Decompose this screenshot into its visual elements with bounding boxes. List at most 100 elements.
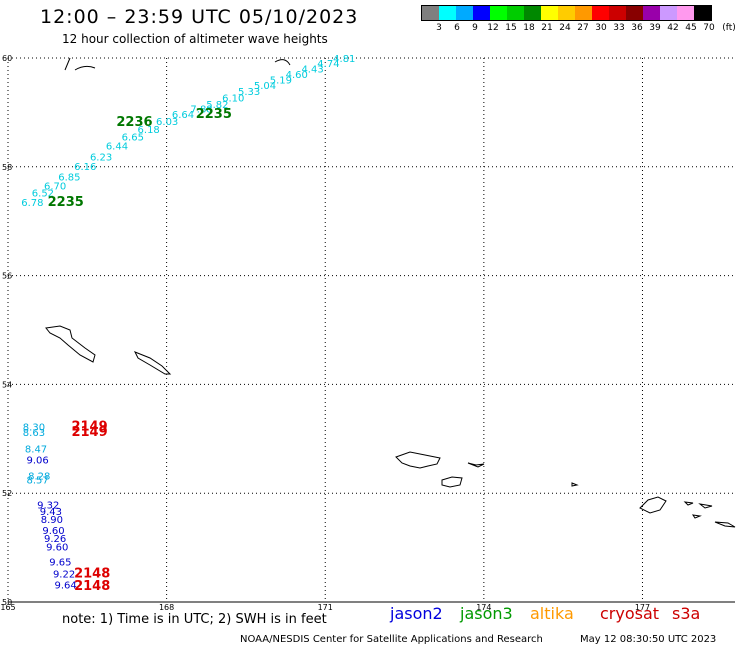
wave-height-value: 8.90 <box>41 515 63 526</box>
legend-swatch <box>524 6 541 20</box>
legend-swatch <box>422 6 439 20</box>
pass-time-label: 2148 <box>74 579 110 594</box>
island-small1 <box>467 462 485 468</box>
map-title: 12:00 – 23:59 UTC 05/10/2023 <box>40 6 359 28</box>
legend-tick: 9 <box>472 23 478 33</box>
wave-height-value: 5.82 <box>206 100 228 111</box>
wave-height-value: 9.60 <box>46 542 68 553</box>
legend-tick: 33 <box>613 23 625 33</box>
legend-swatch <box>694 6 711 20</box>
wave-height-value: 9.32 <box>37 500 59 511</box>
wave-height-value: 9.26 <box>44 534 66 545</box>
island-kiska <box>639 496 667 514</box>
legend-swatch <box>507 6 524 20</box>
wave-height-value: 6.85 <box>58 172 80 183</box>
wave-height-value: 5.19 <box>270 76 292 87</box>
wave-height-value: 6.52 <box>32 189 54 200</box>
legend-tick: 6 <box>454 23 460 33</box>
wave-height-value: 8.57 <box>27 475 49 486</box>
legend-tick: 24 <box>559 23 571 33</box>
island-rat2 <box>691 514 736 528</box>
wave-height-value: 9.60 <box>42 526 64 537</box>
wave-height-value: 9.65 <box>49 558 71 569</box>
legend-ticks: 3 6 9 12 15 18 21 24 27 30 33 36 39 42 45 70 (ft) <box>421 21 736 33</box>
wave-height-value: 6.70 <box>44 182 66 193</box>
legend-tick: 21 <box>541 23 553 33</box>
satellite-cryosat: cryosat <box>600 604 660 623</box>
pass-time-label: 2149 <box>71 420 107 435</box>
wave-height-value: 9.06 <box>27 455 49 466</box>
legend-swatch <box>575 6 592 20</box>
wave-height-value: 9.43 <box>40 507 62 518</box>
satellite-jason3: jason3 <box>460 604 513 623</box>
legend-tick: 45 <box>685 23 697 33</box>
lon-label: 177 <box>635 603 650 612</box>
legend-swatch <box>456 6 473 20</box>
wave-height-value: 6.03 <box>156 117 178 128</box>
coast-top <box>64 57 291 71</box>
island-medny <box>133 351 172 375</box>
lat-label: 52 <box>2 489 12 498</box>
legend-unit: (ft) <box>722 23 736 33</box>
legend-tick: 42 <box>667 23 679 33</box>
legend-swatch <box>490 6 507 20</box>
pass-time-label: 2149 <box>71 425 107 440</box>
pass-time-label: 2148 <box>74 567 110 582</box>
wave-height-value: 5.33 <box>238 87 260 98</box>
legend-swatch <box>677 6 694 20</box>
legend-swatch <box>558 6 575 20</box>
wave-height-value: 8.47 <box>25 444 47 455</box>
wave-height-value: 5.04 <box>254 81 276 92</box>
wave-height-value: 6.23 <box>90 152 112 163</box>
satellite-jason2: jason2 <box>390 604 443 623</box>
wave-height-value: 6.10 <box>222 94 244 105</box>
lon-label: 174 <box>476 603 491 612</box>
legend-swatch <box>660 6 677 20</box>
wave-height-value: 8.63 <box>23 428 45 439</box>
wave-height-value: 6.44 <box>106 141 128 152</box>
wave-height-value: 4.60 <box>286 70 308 81</box>
wave-height-value: 6.64 <box>172 110 194 121</box>
legend-swatch <box>473 6 490 20</box>
coastline <box>45 57 736 528</box>
footer-note: note: 1) Time is in UTC; 2) SWH is in fe… <box>62 612 327 627</box>
island-attu <box>395 451 441 469</box>
legend-swatch <box>592 6 609 20</box>
lat-label: 50 <box>2 598 12 607</box>
island-small2 <box>571 482 579 487</box>
lon-label: 165 <box>0 603 15 612</box>
pass-time-label: 2235 <box>48 195 84 210</box>
lon-label: 171 <box>318 603 333 612</box>
legend-swatch <box>609 6 626 20</box>
pass-time-label: 2236 <box>116 115 152 130</box>
legend-tick: 12 <box>487 23 499 33</box>
altimeter-tracks: 6.786.526.706.856.166.236.446.656.186.03… <box>21 54 355 592</box>
legend-tick: 36 <box>631 23 643 33</box>
wave-height-value: 4.74 <box>317 59 339 70</box>
color-legend: 3 6 9 12 15 18 21 24 27 30 33 36 39 42 45 70 (ft) <box>421 5 736 33</box>
island-bering <box>45 325 96 363</box>
lat-label: 54 <box>2 380 12 389</box>
island-agattu <box>441 476 463 488</box>
legend-swatch <box>643 6 660 20</box>
legend-color-bar <box>421 5 712 21</box>
legend-tick: 70 <box>703 23 715 33</box>
credit-line: NOAA/NESDIS Center for Satellite Applica… <box>240 634 543 645</box>
wave-height-value: 4.81 <box>333 54 355 65</box>
wave-height-value: 4.43 <box>301 65 323 76</box>
run-timestamp: May 12 08:30:50 UTC 2023 <box>580 634 717 645</box>
lat-label: 58 <box>2 163 12 172</box>
legend-tick: 18 <box>523 23 535 33</box>
wave-height-value: 6.18 <box>138 125 160 136</box>
wave-height-value: 8.28 <box>28 472 50 483</box>
map-subtitle: 12 hour collection of altimeter wave hei… <box>62 32 328 46</box>
wave-height-value: 9.22 <box>53 570 75 581</box>
lat-label: 56 <box>2 272 12 281</box>
legend-tick: 39 <box>649 23 661 33</box>
pass-time-label: 2235 <box>196 107 232 122</box>
satellite-s3a: s3a <box>672 604 701 623</box>
legend-tick: 15 <box>505 23 517 33</box>
